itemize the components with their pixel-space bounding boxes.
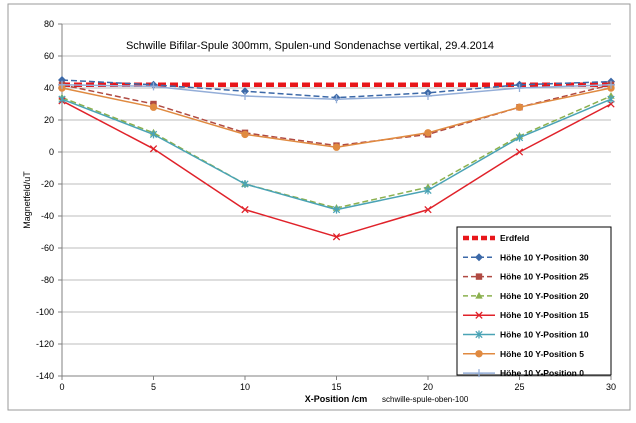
y-tick-label: -100: [36, 307, 54, 317]
data-point: [149, 145, 158, 153]
data-point: [607, 80, 615, 89]
legend-box: [456, 226, 612, 376]
legend-entry: Erdfeld: [463, 233, 529, 243]
chart-footnote: schwille-spule-oben-100: [382, 395, 469, 404]
legend-marker: [475, 311, 483, 319]
y-tick-label: 20: [44, 115, 54, 125]
legend-entry: Höhe 10 Y-Position 15: [463, 310, 589, 320]
x-tick-label: 5: [151, 382, 156, 392]
tick-labels: -140 -120 -100 -80 -60 -40 -20 0 20 40 60 80 0 5 10 15 2…: [36, 19, 616, 392]
data-point: [515, 148, 524, 156]
data-point: [241, 130, 249, 139]
legend-marker: [475, 350, 483, 358]
data-point: [241, 87, 249, 96]
series-h-he-10-y-position-0: [58, 80, 615, 104]
y-tick-label: -80: [41, 275, 54, 285]
x-axis-label: X-Position /cm: [305, 394, 368, 404]
data-point: [149, 103, 158, 111]
y-tick-label: -140: [36, 371, 54, 381]
data-point: [332, 233, 341, 241]
data-point: [515, 133, 524, 142]
y-tick-label: -20: [41, 179, 54, 189]
x-tick-label: 10: [240, 382, 250, 392]
y-tick-label: 40: [44, 83, 54, 93]
data-point: [332, 205, 341, 214]
y-tick-label: -60: [41, 243, 54, 253]
x-tick-label: 20: [423, 382, 433, 392]
data-point: [241, 180, 249, 188]
legend-marker: [475, 369, 483, 378]
legend-entry: Höhe 10 Y-Position 25: [463, 272, 589, 282]
data-point: [332, 143, 341, 151]
data-point: [241, 92, 249, 100]
legend-entry: Höhe 10 Y-Position 5: [463, 349, 584, 359]
y-tick-label: 60: [44, 51, 54, 61]
series: [58, 76, 615, 241]
legend-label: Höhe 10 Y-Position 20: [500, 291, 589, 301]
data-point: [515, 103, 524, 111]
data-point: [515, 84, 524, 92]
legend-label: Erdfeld: [500, 233, 529, 243]
y-tick-label: 80: [44, 19, 54, 29]
legend-entry: Höhe 10 Y-Position 10: [463, 330, 589, 340]
series-h-he-10-y-position-5: [58, 84, 615, 151]
data-point: [149, 82, 158, 91]
legend-label: Höhe 10 Y-Position 0: [500, 368, 584, 378]
data-point: [241, 205, 249, 214]
legend-entry: Höhe 10 Y-Position 30: [463, 252, 589, 262]
legend-label: Höhe 10 Y-Position 30: [500, 252, 589, 262]
series-h-he-10-y-position-10: [58, 95, 615, 214]
legend-marker: [475, 273, 483, 280]
data-point: [424, 92, 432, 100]
x-tick-label: 25: [514, 382, 524, 392]
legend-label: Höhe 10 Y-Position 15: [500, 310, 589, 320]
legend-label: Höhe 10 Y-Position 25: [500, 272, 589, 282]
x-tick-label: 0: [59, 382, 64, 392]
legend-marker: [475, 253, 483, 262]
data-point: [424, 186, 432, 195]
data-point: [149, 130, 158, 139]
data-point: [332, 95, 341, 104]
legend-marker: [475, 330, 483, 339]
data-point: [424, 205, 432, 214]
y-tick-label: -120: [36, 339, 54, 349]
y-tick-label: -40: [41, 211, 54, 221]
x-tick-label: 30: [606, 382, 616, 392]
data-point: [424, 129, 432, 137]
data-point: [58, 80, 66, 89]
legend-marker: [475, 291, 483, 299]
chart-title: Schwille Bifilar-Spule 300mm, Spulen-und…: [126, 40, 494, 52]
legend: Erdfeld Höhe 10 Y-Position 30 Höhe 10 Y-Po…: [456, 226, 612, 378]
legend-label: Höhe 10 Y-Position 10: [500, 330, 589, 340]
x-tick-label: 15: [331, 382, 341, 392]
legend-entry: Höhe 10 Y-Position 20: [463, 291, 589, 301]
y-axis-label: Magnetfeld/uT: [22, 171, 32, 229]
y-tick-label: 0: [49, 147, 54, 157]
legend-entry: Höhe 10 Y-Position 0: [463, 368, 584, 378]
legend-label: Höhe 10 Y-Position 5: [500, 349, 584, 359]
data-point: [58, 95, 66, 104]
data-point: [607, 95, 615, 104]
